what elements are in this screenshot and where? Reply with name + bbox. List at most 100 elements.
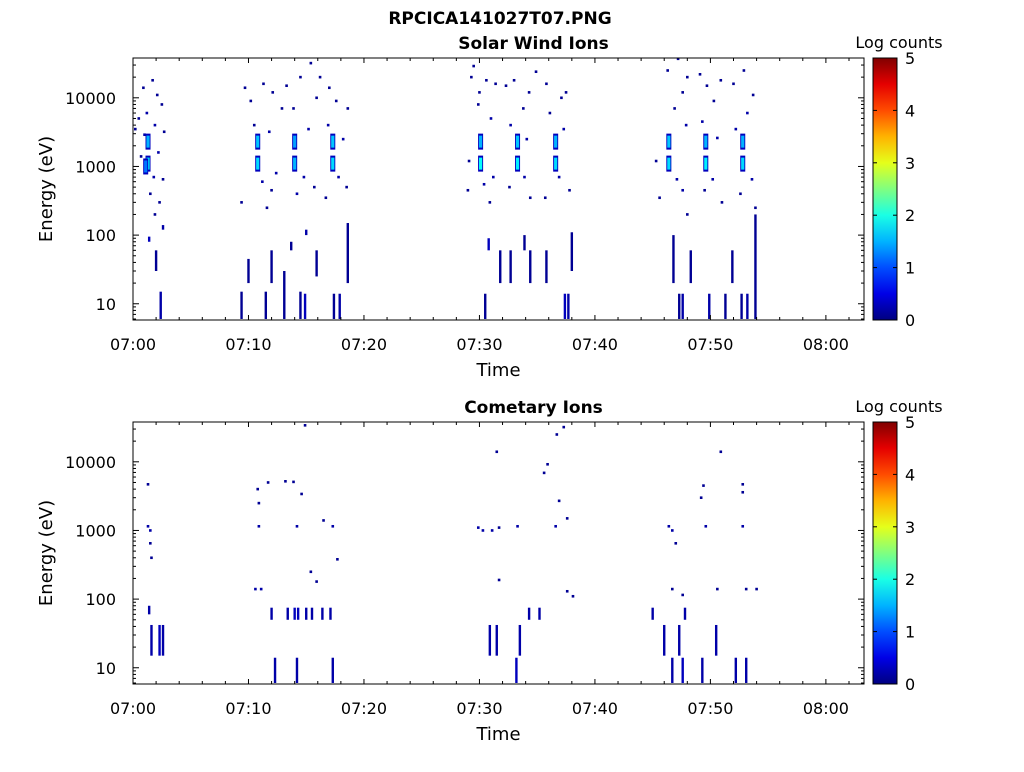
x-tick-label: 07:00 [110,335,156,354]
count-pixel [497,526,501,529]
count-pixel [754,206,757,210]
x-tick-label: 07:50 [687,335,733,354]
count-pixel [667,524,671,528]
count-pixel [542,471,546,475]
peak-core [554,157,558,170]
count-pixel [331,524,335,528]
count-pixel [698,72,702,76]
count-pixel [265,206,269,210]
peak-core [667,157,671,170]
count-pixel [716,136,719,140]
count-streak [740,293,743,319]
count-pixel [470,75,473,79]
count-streak [651,607,654,620]
count-pixel [571,594,575,598]
count-pixel [322,519,325,522]
count-pixel [746,111,749,115]
count-pixel [328,86,331,90]
count-pixel [671,587,674,591]
count-pixel [153,213,157,216]
count-pixel [681,188,684,192]
count-streak [290,241,293,251]
count-pixel [719,450,723,454]
colorbar-tick-label: 4 [905,465,915,484]
peak-core [144,160,148,173]
count-pixel [336,558,339,561]
count-pixel [686,75,689,79]
count-streak [331,657,334,683]
x-tick-label: 07:40 [572,699,618,718]
count-streak [158,624,161,656]
count-pixel [568,188,571,192]
count-pixel [284,480,287,483]
colorbar-tick-label: 2 [905,206,915,225]
y-tick-label: 100 [85,590,116,609]
count-streak [570,232,574,272]
count-streak [708,293,711,319]
count-pixel [565,517,569,520]
count-streak [701,657,704,683]
count-pixel [472,64,475,68]
count-streak [299,291,302,319]
count-pixel [732,82,735,86]
colorbar-tick-label: 1 [905,259,915,278]
figure-title: RPCICA141027T07.PNG [388,9,611,29]
count-pixel [145,111,149,115]
count-pixel [525,137,529,141]
count-pixel [522,107,525,110]
x-tick-label: 07:20 [341,699,387,718]
count-pixel [266,481,270,484]
count-pixel [134,127,137,131]
count-pixel [716,587,719,591]
count-streak [346,223,349,284]
count-pixel [315,96,318,100]
count-pixel [546,462,549,466]
peak-core [741,157,745,170]
count-pixel [711,177,715,181]
count-pixel [466,188,470,192]
count-pixel [146,483,150,486]
count-streak [154,250,158,272]
colorbar-label: Log counts [855,33,942,52]
count-pixel [490,529,494,532]
count-streak [683,607,687,620]
colorbar-tick-label: 1 [905,623,915,642]
count-pixel [712,99,716,103]
count-pixel [243,86,247,90]
count-pixel [699,496,703,499]
count-streak [545,250,548,284]
colorbar-tick-label: 5 [905,413,915,432]
colorbar-label: Log counts [855,397,942,416]
count-pixel [240,201,243,204]
count-pixel [153,123,157,127]
count-pixel [654,159,658,163]
count-streak [484,293,487,319]
count-pixel [554,524,557,528]
count-pixel [341,137,345,141]
x-tick-label: 08:00 [803,335,849,354]
colorbar-tick-label: 0 [905,675,915,694]
count-pixel [495,450,499,454]
y-axis-label: Energy (eV) [36,500,57,606]
count-pixel [516,524,519,528]
colorbar-tick-label: 4 [905,101,915,120]
count-pixel [313,185,316,189]
count-pixel [565,589,569,593]
count-pixel [492,175,495,179]
count-pixel [671,529,674,532]
count-pixel [705,84,709,88]
count-pixel [137,117,141,120]
colorbar-tick-label: 3 [905,518,915,537]
count-streak [754,214,757,319]
count-pixel [302,175,306,179]
peak-core [331,157,335,170]
count-pixel [681,91,684,94]
count-streak [746,293,749,319]
count-pixel [504,84,508,88]
count-pixel [702,484,705,487]
count-pixel [149,529,152,532]
count-pixel [295,192,299,196]
y-tick-label: 10000 [65,89,116,108]
count-pixel [261,180,264,183]
